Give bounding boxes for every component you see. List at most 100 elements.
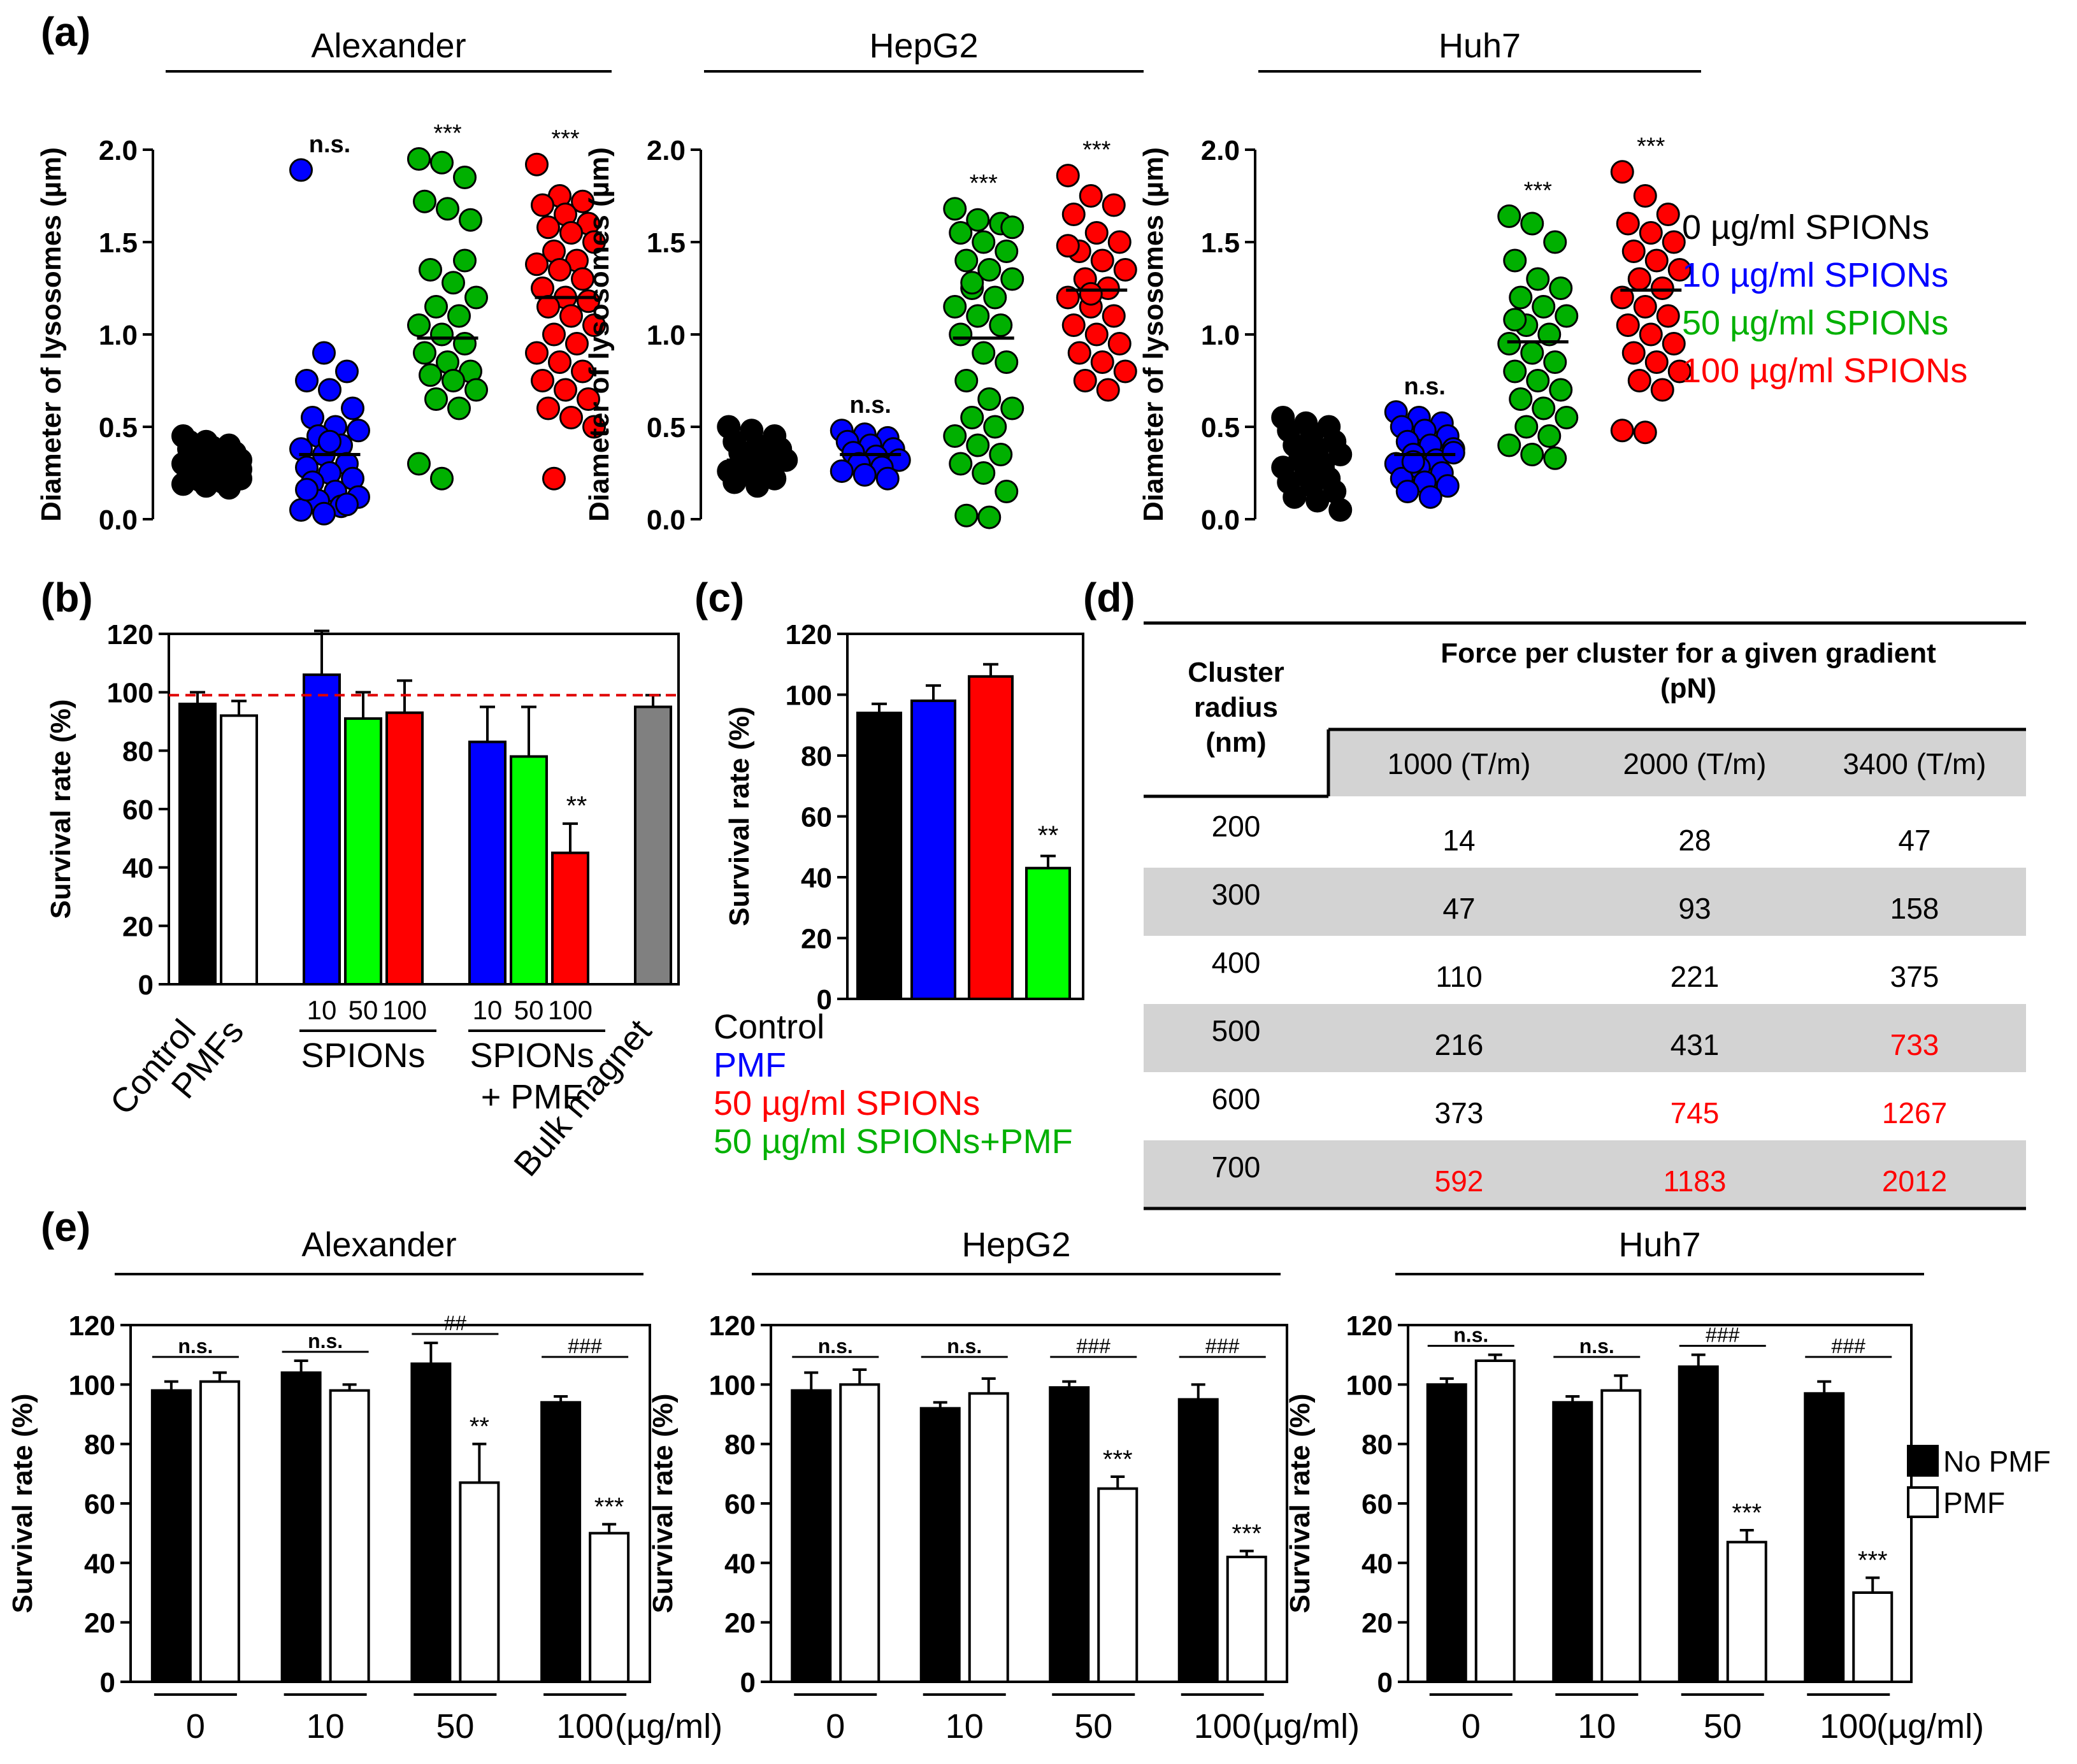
table-cell: 592 [1435, 1165, 1484, 1198]
data-point [949, 322, 973, 347]
data-point [977, 387, 1002, 411]
significance-label: *** [1858, 1547, 1888, 1575]
data-point [453, 332, 477, 355]
data-point [1305, 489, 1330, 513]
data-point [442, 271, 465, 295]
data-point [722, 470, 747, 494]
data-point [1633, 420, 1657, 445]
data-point [1395, 480, 1419, 503]
c-y-tick-label: 60 [801, 802, 832, 833]
data-point [1520, 341, 1544, 365]
e-y-tick-label: 80 [84, 1430, 115, 1461]
bar [344, 717, 382, 986]
data-point [1644, 350, 1669, 374]
data-point [745, 474, 770, 498]
bar [510, 755, 548, 986]
table-cell: 600 [1212, 1082, 1261, 1115]
subplot-title: HepG2 [869, 27, 978, 65]
data-point [995, 350, 1019, 374]
c-y-tick-label: 40 [801, 863, 832, 894]
data-point [419, 258, 442, 282]
c-y-tick-label: 100 [786, 680, 832, 712]
significance-label: *** [594, 1493, 624, 1521]
e-y-tick-label: 0 [1377, 1667, 1393, 1698]
legend-entry: PMF [714, 1046, 786, 1084]
data-point [531, 193, 554, 217]
data-point [582, 313, 606, 337]
data-point [1435, 474, 1460, 498]
data-point [1441, 441, 1465, 465]
data-point [525, 252, 549, 276]
data-point [1084, 322, 1109, 347]
data-point [1497, 433, 1521, 457]
panel-label: (a) [41, 9, 90, 55]
concentration-label: 50 [514, 995, 544, 1025]
data-point [1537, 322, 1562, 347]
significance-label: ### [1832, 1335, 1866, 1358]
e-y-tick-label: 120 [1346, 1310, 1393, 1342]
data-point [1532, 396, 1556, 420]
legend-entry: 50 µg/ml SPIONs [1682, 304, 1948, 342]
table-subheader: 1000 (T/m) [1388, 747, 1531, 780]
table-cell: 300 [1212, 878, 1261, 911]
data-point [407, 313, 431, 337]
bar [1049, 1386, 1090, 1683]
category-label: 0 [1462, 1707, 1481, 1746]
data-point [1000, 215, 1024, 240]
data-point [1537, 424, 1562, 448]
data-point [189, 463, 212, 487]
data-point [407, 452, 431, 476]
a-y-tick-label: 0.0 [647, 505, 686, 536]
data-point [1667, 258, 1692, 282]
data-point [447, 396, 471, 420]
table-cell: 745 [1671, 1096, 1720, 1129]
data-point [995, 480, 1019, 503]
panel-label: (b) [41, 575, 93, 620]
data-point [407, 147, 431, 171]
bar [178, 703, 217, 986]
significance-label: n.s. [947, 1335, 982, 1358]
subplot-title: Huh7 [1439, 27, 1521, 65]
data-point [559, 221, 583, 245]
data-point [1056, 234, 1080, 258]
data-point [318, 378, 341, 402]
bar [220, 714, 258, 986]
data-point [536, 215, 560, 240]
data-point [571, 267, 594, 291]
data-point [347, 419, 370, 443]
table-cell: 431 [1671, 1028, 1720, 1061]
data-point [1056, 164, 1080, 188]
data-point [1621, 341, 1646, 365]
bar [1804, 1392, 1845, 1683]
table-header: Cluster [1188, 657, 1284, 688]
data-point [430, 466, 454, 491]
significance-label: n.s. [178, 1335, 213, 1358]
category-label: 10 [306, 1707, 345, 1746]
category-label: 10 [1578, 1707, 1616, 1746]
table-cell: 47 [1442, 892, 1475, 925]
data-point [989, 443, 1013, 466]
data-point [559, 406, 583, 429]
significance-label: *** [1103, 1445, 1133, 1474]
table-cell: 2012 [1882, 1165, 1947, 1198]
legend-entry: 100 µg/ml SPIONs [1682, 352, 1967, 390]
significance-label: ### [568, 1335, 602, 1358]
table-cell: 110 [1435, 960, 1482, 993]
bar [968, 1392, 1009, 1683]
a-y-tick-label: 0.0 [1201, 505, 1240, 536]
data-point [1283, 485, 1307, 509]
data-point [1650, 276, 1674, 300]
data-point [954, 503, 979, 527]
significance-label: *** [1637, 133, 1665, 160]
a-y-tick-label: 1.0 [1201, 320, 1240, 351]
table-subheader: 2000 (T/m) [1623, 747, 1767, 780]
panel-label: (c) [694, 575, 744, 620]
bar [634, 705, 672, 986]
legend-entry: 10 µg/ml SPIONs [1682, 256, 1948, 294]
bar [468, 740, 507, 986]
data-point [289, 158, 313, 182]
table-row-shade [1144, 1004, 2026, 1072]
data-point [1503, 248, 1527, 273]
data-point [424, 295, 448, 319]
table-cell: 28 [1678, 824, 1711, 857]
